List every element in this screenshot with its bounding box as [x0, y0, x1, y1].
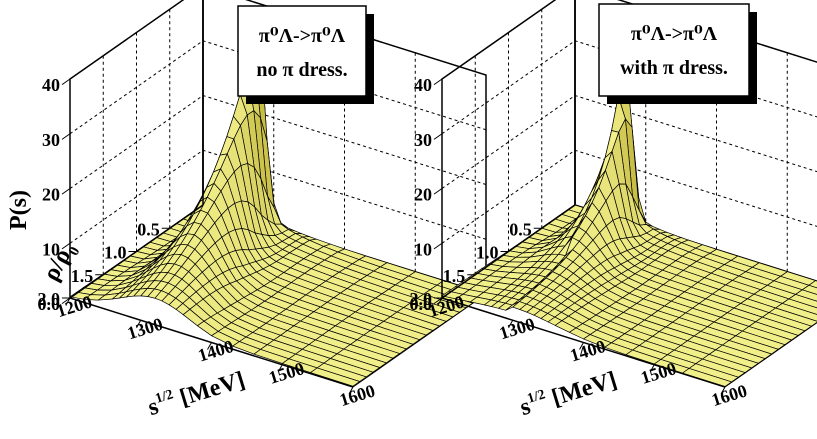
- panel-with-pi-dressing: 0.0102030400.51.01.52.012001300140015001…: [410, 0, 817, 421]
- legend-box: [238, 6, 366, 96]
- s-tick-label: 1500: [638, 358, 678, 388]
- z-tick-mark: [434, 79, 442, 85]
- z-tick-label: 30: [42, 130, 60, 150]
- z-tick-mark: [62, 79, 70, 85]
- z-tick-label: 40: [42, 75, 60, 95]
- rho-tick-label: 1.0: [104, 243, 127, 263]
- legend-box: [599, 4, 749, 96]
- s-axis-title: s1/2 [MeV]: [517, 366, 620, 421]
- z-tick-label: 20: [414, 185, 432, 205]
- legend-line-1: π⁰Λ->π⁰Λ: [259, 25, 346, 47]
- z-tick-label: 30: [414, 130, 432, 150]
- s-tick-label: 1400: [568, 336, 608, 366]
- s-axis-title: s1/2 [MeV]: [145, 366, 248, 421]
- z-axis-title: P(s): [6, 190, 32, 230]
- z-tick-label: 10: [414, 239, 432, 259]
- s-tick-label: 1300: [497, 314, 537, 344]
- s-tick-label: 1400: [196, 336, 236, 366]
- z-tick-mark: [434, 189, 442, 195]
- rho-tick-label: 1.0: [476, 243, 499, 263]
- rho-tick-label: 1.5: [443, 266, 466, 286]
- legend-line-1: π⁰Λ->π⁰Λ: [631, 23, 718, 45]
- z-tick-label: 40: [414, 75, 432, 95]
- rho-tick-label: 0.5: [137, 219, 160, 239]
- z-tick-mark: [434, 134, 442, 140]
- s-tick-label: 1300: [125, 314, 165, 344]
- rho-tick-label: 0.5: [509, 219, 532, 239]
- rho-tick-label: 1.5: [71, 266, 94, 286]
- legend: π⁰Λ->π⁰Λ with π dress.: [599, 4, 757, 104]
- s-tick-label: 1600: [337, 380, 377, 410]
- legend: π⁰Λ->π⁰Λ no π dress.: [238, 6, 374, 104]
- z-tick-label: 20: [42, 185, 60, 205]
- s-tick-label: 1200: [54, 291, 94, 321]
- legend-line-2: no π dress.: [256, 59, 347, 81]
- z-tick-mark: [434, 243, 442, 249]
- z-tick-mark: [62, 134, 70, 140]
- legend-line-2: with π dress.: [620, 57, 728, 79]
- s-tick-label: 1600: [709, 380, 749, 410]
- s-tick-label: 1500: [266, 358, 306, 388]
- z-tick-mark: [62, 189, 70, 195]
- panel-no-pi-dressing: 0.0102030400.51.01.52.012001300140015001…: [38, 0, 487, 421]
